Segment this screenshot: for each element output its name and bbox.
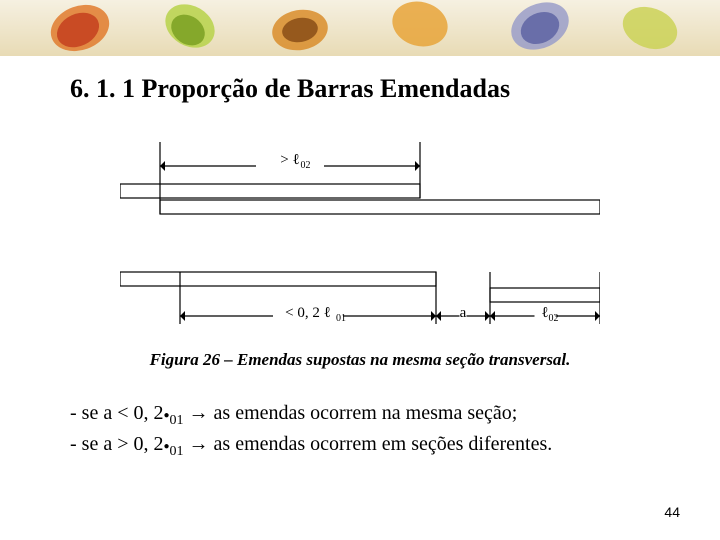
svg-text:a: a [460,305,467,321]
section-heading: 6. 1. 1 Proporção de Barras Emendadas [70,74,680,104]
body-line: - se a > 0, 2●01 → as emendas ocorrem em… [70,431,680,462]
figure-diagram: > ℓ02< 0, 2 ℓ01aℓ02 [120,122,600,332]
figure-caption: Figura 26 – Emendas supostas na mesma se… [0,350,720,370]
svg-text:02: 02 [549,313,559,324]
svg-text:> ℓ: > ℓ [280,152,299,168]
page-number-text: 44 [664,504,680,520]
body-line: - se a < 0, 2●01 → as emendas ocorrem na… [70,400,680,431]
svg-text:< 0, 2 ℓ: < 0, 2 ℓ [285,305,331,321]
caption-text: Figura 26 – Emendas supostas na mesma se… [150,350,571,369]
heading-text: 6. 1. 1 Proporção de Barras Emendadas [70,74,510,103]
svg-text:01: 01 [336,313,346,324]
diagram-svg: > ℓ02< 0, 2 ℓ01aℓ02 [120,122,600,332]
svg-text:02: 02 [301,160,311,171]
body-text: - se a < 0, 2●01 → as emendas ocorrem na… [70,400,680,462]
page-number: 44 [664,504,680,520]
slide-banner [0,0,720,56]
